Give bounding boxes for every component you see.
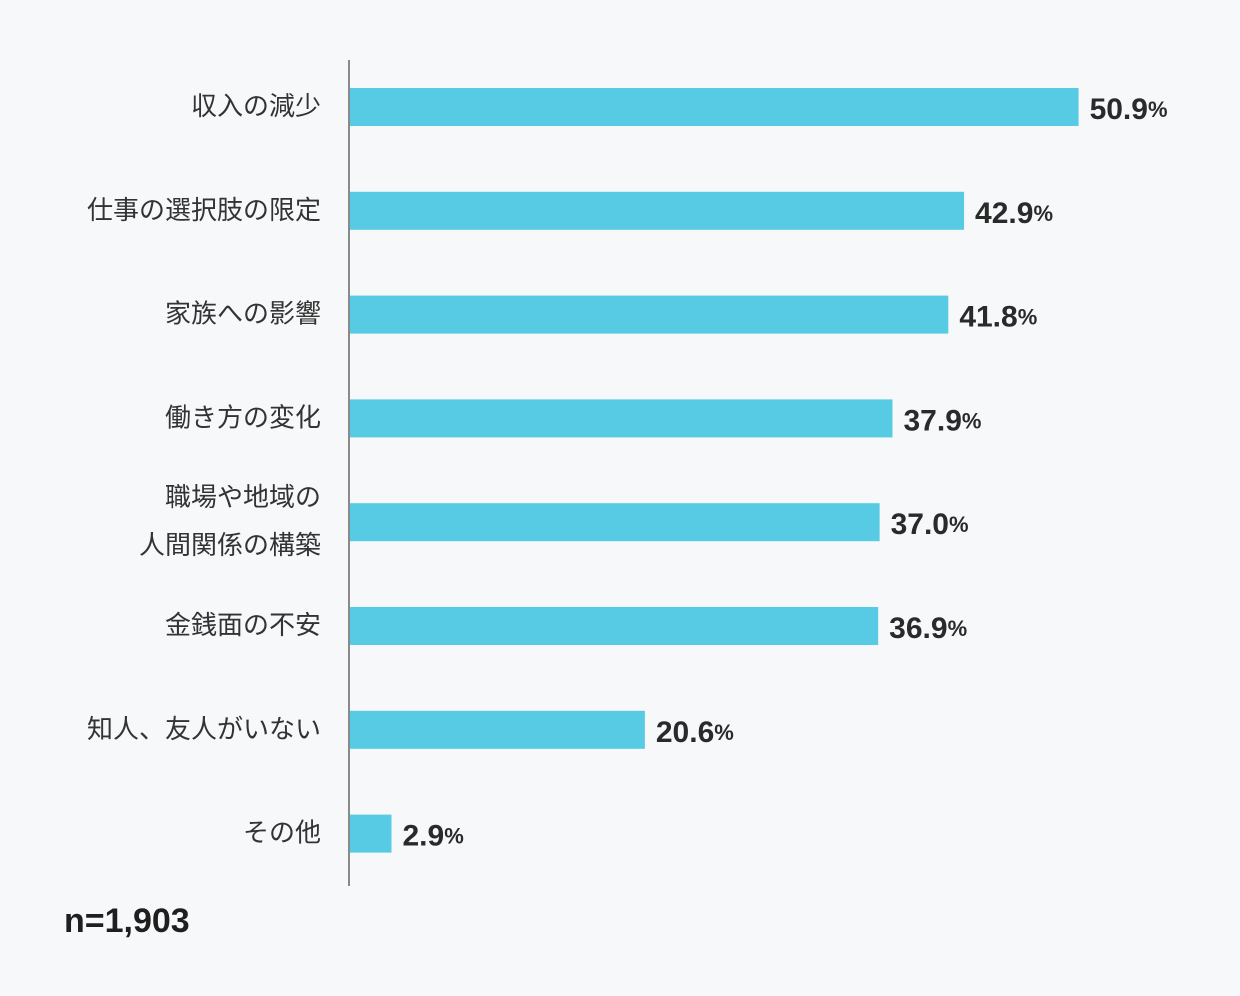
value-label: 37.0%	[891, 508, 969, 541]
category-labels: 収入の減少仕事の選択肢の限定家族への影響働き方の変化職場や地域の人間関係の構築金…	[87, 92, 321, 849]
category-label: 職場や地域の人間関係の構築	[139, 483, 321, 561]
category-label-line: 金銭面の不安	[165, 611, 321, 641]
value-label: 50.9%	[1090, 93, 1168, 126]
value-unit: %	[962, 408, 982, 433]
value-number: 20.6	[656, 715, 714, 748]
value-unit: %	[1148, 97, 1168, 122]
value-label: 37.9%	[903, 404, 981, 437]
bar	[350, 88, 1079, 126]
value-number: 50.9	[1090, 93, 1148, 126]
category-label-line: 知人、友人がいない	[87, 715, 321, 745]
value-number: 37.0	[891, 508, 949, 541]
category-label-line: 仕事の選択肢の限定	[87, 196, 321, 226]
value-label: 41.8%	[959, 300, 1037, 333]
category-label: 働き方の変化	[165, 403, 321, 433]
category-label-line: 人間関係の構築	[139, 531, 321, 561]
bar	[350, 191, 965, 230]
bar	[350, 503, 880, 542]
bars-layer	[350, 88, 1079, 853]
category-label: その他	[243, 819, 321, 849]
value-labels: 50.9%42.9%41.8%37.9%37.0%36.9%20.6%2.9%	[403, 93, 1168, 853]
bar	[350, 814, 392, 853]
value-label: 42.9%	[975, 196, 1053, 229]
category-label: 金銭面の不安	[165, 611, 321, 641]
category-label: 家族への影響	[165, 300, 321, 330]
value-label: 20.6%	[656, 715, 734, 748]
value-label: 36.9%	[889, 612, 967, 645]
value-number: 37.9	[903, 404, 961, 437]
bar	[350, 295, 949, 334]
value-unit: %	[444, 823, 464, 848]
category-label-line: 職場や地域の	[165, 483, 321, 513]
category-label: 知人、友人がいない	[87, 715, 321, 745]
category-label-line: その他	[243, 819, 321, 849]
bar	[350, 607, 879, 645]
category-label-line: 家族への影響	[165, 300, 321, 330]
value-label: 2.9%	[403, 819, 464, 852]
value-unit: %	[948, 616, 968, 641]
category-label: 仕事の選択肢の限定	[87, 196, 321, 226]
category-label: 収入の減少	[191, 92, 321, 122]
bar	[350, 399, 893, 438]
value-number: 2.9	[403, 819, 445, 852]
value-unit: %	[714, 719, 734, 744]
value-number: 36.9	[889, 612, 947, 645]
bar	[350, 710, 645, 749]
value-unit: %	[1033, 200, 1053, 225]
value-unit: %	[949, 512, 969, 537]
category-label-line: 働き方の変化	[165, 403, 321, 433]
category-label-line: 収入の減少	[191, 92, 321, 122]
value-number: 42.9	[975, 196, 1033, 229]
sample-size-note: n=1,903	[64, 902, 190, 940]
value-number: 41.8	[959, 300, 1017, 333]
value-unit: %	[1018, 304, 1038, 329]
